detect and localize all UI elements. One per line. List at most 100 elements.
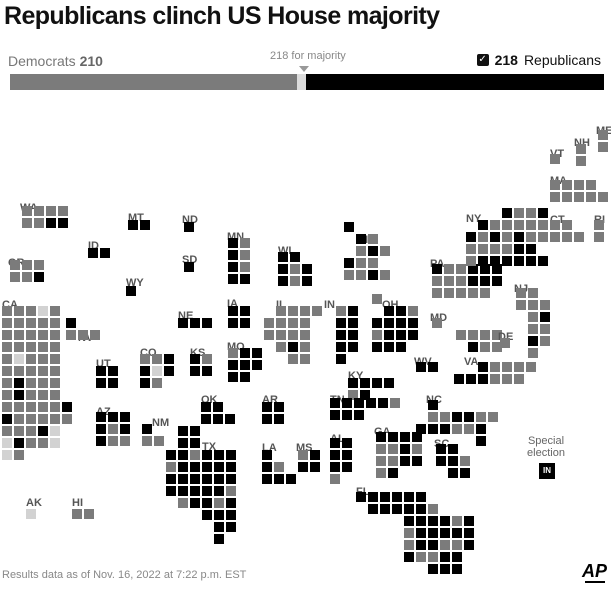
state-wv: WV — [414, 356, 438, 372]
seat-square — [562, 192, 572, 202]
seat-square — [120, 412, 130, 422]
seat-square — [598, 192, 608, 202]
seat-square — [412, 456, 422, 466]
seat-square — [526, 362, 536, 372]
seat-square — [384, 378, 394, 388]
seat-square — [540, 336, 550, 346]
seat-square — [201, 402, 211, 412]
state-label: VA — [464, 356, 479, 368]
seat-square — [108, 436, 118, 446]
seat-square — [428, 552, 438, 562]
seat-square — [34, 206, 44, 216]
seat-square — [26, 342, 36, 352]
seat-square — [416, 552, 426, 562]
majority-threshold-label: 218 for majority — [270, 50, 346, 62]
seat-square — [154, 436, 164, 446]
seat-square — [476, 436, 486, 446]
seat-square — [416, 540, 426, 550]
seat-square — [278, 276, 288, 286]
seat-square — [490, 362, 500, 372]
seat-square — [26, 366, 36, 376]
seat-square — [34, 260, 44, 270]
seat-square — [464, 516, 474, 526]
seat-square — [528, 300, 538, 310]
seat-square — [408, 330, 418, 340]
seat-square — [376, 432, 386, 442]
seat-square — [384, 318, 394, 328]
seat-square — [514, 256, 524, 266]
state-nj: NJ — [514, 283, 550, 358]
seat-square — [392, 504, 402, 514]
state-fl: FL — [356, 486, 474, 574]
seat-square — [490, 220, 500, 230]
seat-square — [66, 330, 76, 340]
seat-square — [290, 252, 300, 262]
seat-square — [26, 509, 36, 519]
seat-square — [464, 540, 474, 550]
seat-square — [480, 288, 490, 298]
seat-square — [202, 474, 212, 484]
state-me: ME — [596, 125, 611, 152]
seat-square — [516, 300, 526, 310]
seat-square — [574, 192, 584, 202]
seat-square — [452, 528, 462, 538]
seat-square — [202, 366, 212, 376]
seat-square — [288, 342, 298, 352]
seat-square — [376, 456, 386, 466]
seat-square — [214, 462, 224, 472]
seat-square — [540, 312, 550, 322]
seat-square — [432, 288, 442, 298]
seat-square — [164, 366, 174, 376]
seat-square — [468, 264, 478, 274]
seat-square — [478, 362, 488, 372]
state-co: CO — [140, 347, 174, 388]
seat-square — [440, 516, 450, 526]
seat-square — [452, 552, 462, 562]
seat-square — [412, 432, 422, 442]
seat-square — [164, 354, 174, 364]
state-label: IA — [227, 298, 238, 310]
seat-square — [166, 462, 176, 472]
seat-square — [96, 412, 106, 422]
seat-square — [480, 342, 490, 352]
ap-logo-underline — [585, 581, 605, 583]
seat-square — [444, 264, 454, 274]
seat-square — [190, 438, 200, 448]
state-label: NY — [466, 213, 482, 225]
seat-square — [440, 540, 450, 550]
seat-square — [336, 318, 346, 328]
seat-square — [368, 246, 378, 256]
seat-square — [202, 354, 212, 364]
seat-square — [372, 294, 382, 304]
seat-square — [140, 378, 150, 388]
state-ga: GA — [374, 426, 422, 478]
state-va: VA — [454, 356, 536, 384]
seat-square — [226, 450, 236, 460]
seat-square — [492, 342, 502, 352]
seat-square — [466, 244, 476, 254]
state-wa: WA — [20, 202, 68, 228]
seat-square — [388, 432, 398, 442]
seat-square — [404, 492, 414, 502]
seat-square — [240, 274, 250, 284]
seat-square — [300, 306, 310, 316]
state-or: OR — [8, 257, 44, 282]
seat-square — [214, 534, 224, 544]
seat-square — [468, 342, 478, 352]
seat-square — [416, 504, 426, 514]
seat-square — [14, 378, 24, 388]
seat-square — [276, 342, 286, 352]
seat-square — [502, 208, 512, 218]
seat-square — [366, 398, 376, 408]
seat-square — [416, 362, 426, 372]
seat-square — [226, 474, 236, 484]
seat-square — [214, 510, 224, 520]
seat-square — [478, 244, 488, 254]
seat-square — [378, 398, 388, 408]
seat-square — [302, 264, 312, 274]
seat-square — [14, 306, 24, 316]
seat-square — [288, 330, 298, 340]
seat-square — [310, 462, 320, 472]
seat-square — [312, 306, 322, 316]
seat-square — [412, 444, 422, 454]
